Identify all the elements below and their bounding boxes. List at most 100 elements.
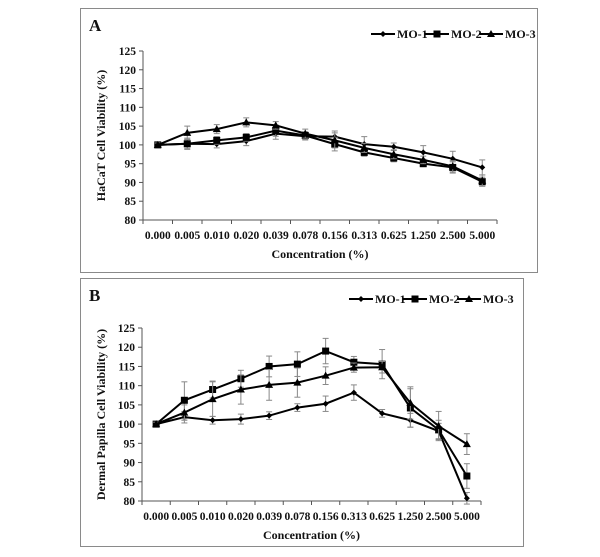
data-point: [330, 136, 339, 144]
data-point: [378, 363, 387, 371]
series-mo-3: [152, 360, 471, 455]
series-mo-1: [153, 384, 470, 505]
x-tick-label: 0.020: [233, 230, 259, 242]
y-tick-label: 120: [119, 65, 137, 77]
data-point: [360, 143, 369, 151]
data-point: [213, 136, 221, 144]
legend-label: MO-1: [397, 27, 428, 41]
x-tick-label: 2.500: [426, 511, 452, 523]
data-point: [208, 395, 217, 403]
data-point: [463, 495, 470, 502]
x-tick-label: 0.020: [228, 511, 254, 523]
data-point: [419, 155, 428, 163]
data-point: [266, 412, 273, 419]
data-point: [153, 140, 162, 148]
data-point: [406, 398, 415, 406]
y-tick-label: 80: [125, 215, 137, 227]
data-point: [350, 358, 358, 366]
data-point: [293, 360, 301, 368]
data-point: [479, 164, 486, 171]
x-tick-label: 5.000: [454, 511, 480, 523]
panel-letter-b: B: [89, 286, 100, 305]
x-axis-title: Concentration (%): [263, 528, 360, 542]
data-point: [390, 143, 397, 150]
legend-item-mo-2: MO-2: [425, 27, 482, 41]
data-point: [265, 380, 274, 388]
legend-marker: [358, 296, 364, 302]
chart-a-svg: A 80 85 90 95 100 105 110 115 120 125 0.000 0.005 0.0…: [89, 16, 536, 261]
legend-label: MO-3: [505, 27, 536, 41]
series-mo-3: [153, 117, 487, 187]
data-point: [183, 128, 192, 136]
data-point: [434, 422, 443, 430]
data-point: [379, 410, 386, 417]
data-point: [242, 133, 250, 141]
data-point: [271, 121, 280, 129]
x-tick-label: 0.005: [171, 511, 197, 523]
x-tick-label: 0.078: [292, 230, 318, 242]
data-point: [322, 400, 329, 407]
y-tick-label: 105: [118, 400, 136, 412]
data-point: [350, 389, 357, 396]
series-line: [157, 129, 483, 183]
data-point: [349, 363, 358, 371]
data-point: [420, 149, 427, 156]
y-tick-label: 100: [119, 140, 137, 152]
data-point: [463, 472, 471, 480]
data-point: [237, 416, 244, 423]
data-point: [209, 417, 216, 424]
x-tick-label: 0.010: [204, 230, 230, 242]
data-point: [212, 125, 221, 133]
data-point: [294, 404, 301, 411]
data-point: [183, 140, 191, 148]
x-tick-label: 5.000: [469, 230, 495, 242]
series-line: [155, 391, 468, 499]
y-axis-title: Dermal Papilla Cell Viability (%): [94, 329, 108, 500]
x-tick-label: 2.500: [440, 230, 466, 242]
legend-item-mo-1: MO-1: [371, 27, 428, 41]
y-tick-label: 90: [125, 177, 137, 189]
x-tick-label: 0.078: [284, 511, 310, 523]
y-axis-title: HaCaT Cell Viability (%): [94, 70, 108, 201]
x-tick-label: 0.156: [313, 511, 339, 523]
data-point: [321, 371, 330, 379]
panel-a: A 80 85 90 95 100 105 110 115 120 125 0.000 0.005 0.0…: [80, 8, 538, 273]
y-tick-label: 90: [124, 458, 136, 470]
data-point: [301, 129, 310, 137]
y-tick-label: 95: [125, 159, 137, 171]
legend-label: MO-1: [375, 292, 406, 306]
x-tick-label: 0.005: [174, 230, 200, 242]
x-tick-label: 0.156: [322, 230, 348, 242]
x-tick-label: 0.000: [145, 230, 171, 242]
y-tick-label: 125: [119, 46, 137, 58]
series-line: [155, 366, 468, 445]
data-point: [180, 396, 188, 404]
y-tick-label: 95: [124, 438, 136, 450]
y-tick-label: 100: [118, 419, 136, 431]
y-tick-label: 115: [118, 361, 135, 373]
data-point: [242, 118, 251, 126]
y-tick-label: 105: [119, 121, 137, 133]
x-tick-label: 1.250: [410, 230, 436, 242]
y-tick-label: 125: [118, 323, 136, 335]
x-tick-label: 1.250: [397, 511, 423, 523]
legend-label: MO-3: [483, 292, 514, 306]
data-point: [236, 385, 245, 393]
data-point: [293, 378, 302, 386]
y-tick-label: 80: [124, 496, 136, 508]
x-tick-label: 0.313: [341, 511, 367, 523]
legend-item-mo-3: MO-3: [479, 27, 536, 41]
data-point: [462, 440, 471, 448]
x-tick-label: 0.000: [143, 511, 169, 523]
data-point: [272, 127, 280, 135]
legend-label: MO-2: [429, 292, 460, 306]
x-tick-label: 0.313: [351, 230, 377, 242]
legend-item-mo-1: MO-1: [349, 292, 406, 306]
legend-marker: [433, 30, 441, 38]
y-tick-label: 110: [119, 102, 136, 114]
data-point: [180, 408, 189, 416]
panel-b: B 80 85 90 95 100 105 110 115 120 125 0.000 0.005 0.0…: [80, 278, 524, 547]
y-tick-label: 85: [125, 196, 137, 208]
legend-marker: [411, 295, 419, 303]
